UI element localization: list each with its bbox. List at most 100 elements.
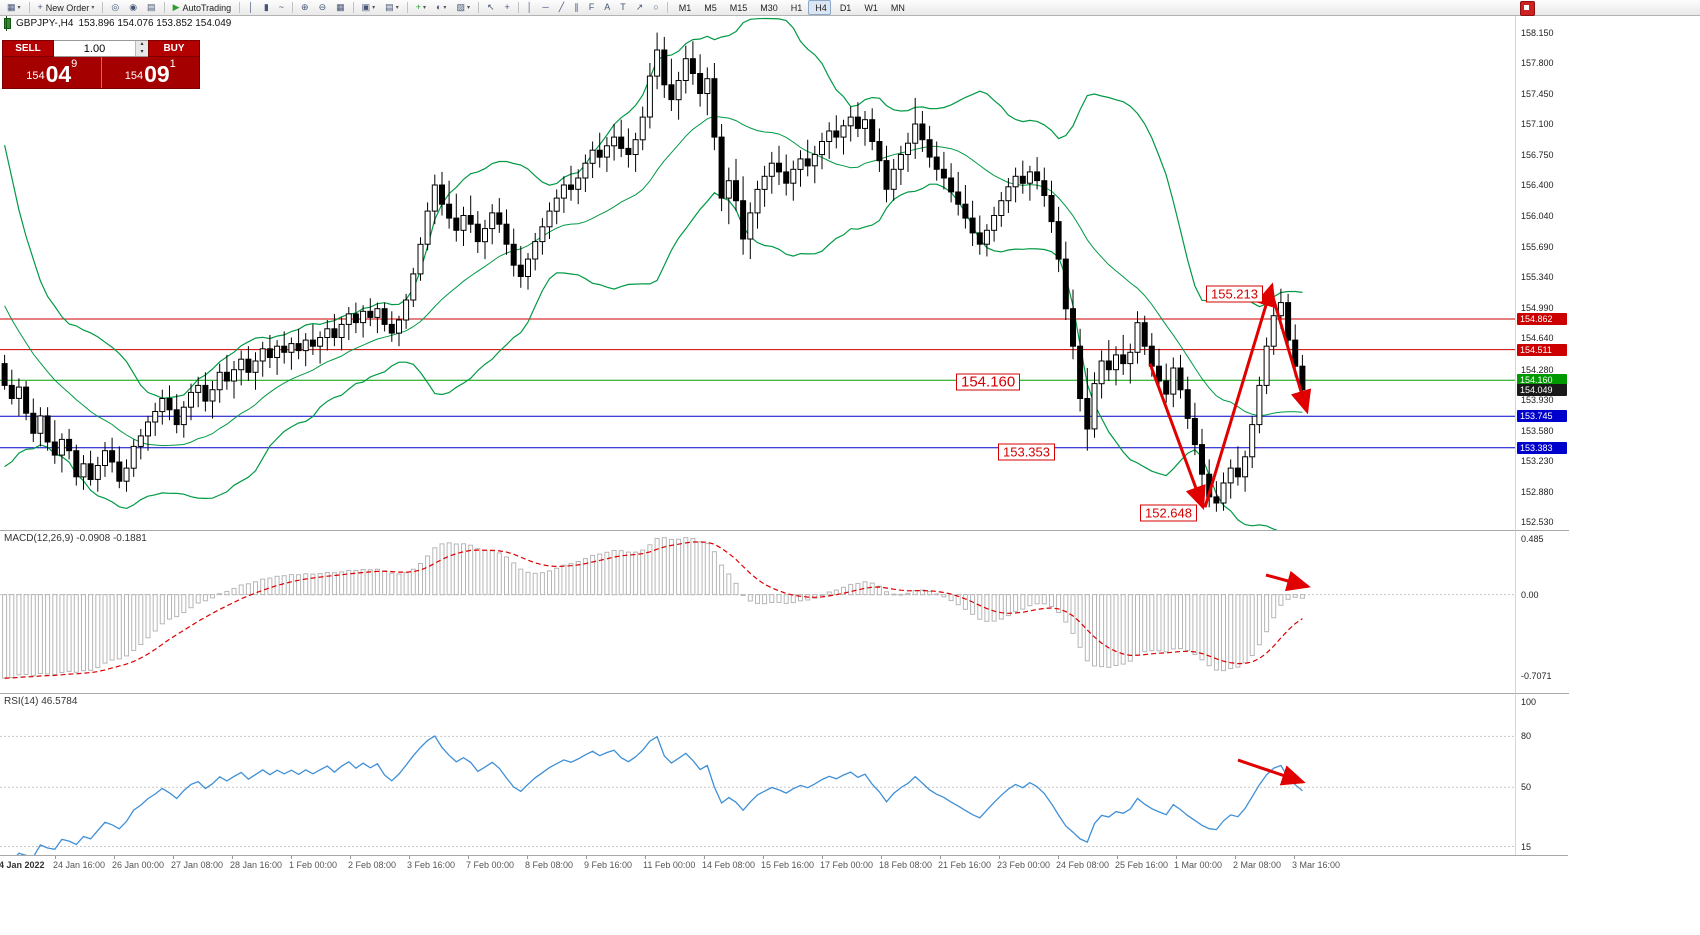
candlestick-chart-canvas[interactable]: [0, 16, 1515, 530]
volume-increase-button[interactable]: ▴: [136, 41, 148, 49]
timeframe-mn[interactable]: MN: [890, 2, 905, 13]
price-annotation-label[interactable]: 154.160: [956, 373, 1021, 391]
autotrading-button[interactable]: ▶ AutoTrading: [172, 2, 232, 13]
sell-price[interactable]: 154 04 9: [3, 57, 101, 88]
rsi-axis-label: 80: [1521, 731, 1532, 741]
new-chart-icon[interactable]: ▣ ▾: [361, 2, 376, 12]
expert-advisor-icon[interactable]: [1520, 1, 1535, 16]
channel-tool[interactable]: ∥: [574, 2, 579, 12]
new-order-button[interactable]: + New Order ▾: [37, 2, 95, 13]
charts-icon[interactable]: ◎: [111, 2, 120, 12]
time-axis-tick: [586, 856, 587, 859]
profiles-dropdown-icon[interactable]: ▤ ▾: [385, 2, 399, 12]
profiles-icon[interactable]: ◉: [129, 2, 138, 12]
time-axis-label: 18 Feb 08:00: [879, 860, 933, 870]
volume-field: ▴ ▾: [54, 40, 148, 57]
time-axis-label: 25 Feb 16:00: [1115, 860, 1169, 870]
time-axis-label: 11 Feb 00:00: [643, 860, 696, 870]
toolbar-separator: [292, 2, 294, 13]
price-axis-label: 158.150: [1521, 28, 1554, 38]
main-price-chart[interactable]: GBPJPY-,H4 153.896 154.076 153.852 154.0…: [0, 16, 1515, 530]
rsi-subwindow[interactable]: RSI(14) 46.5784: [0, 693, 1515, 856]
buy-price[interactable]: 154 09 1: [102, 57, 200, 88]
time-axis-tick: [1294, 856, 1295, 859]
periods-icon[interactable]: ◐ ▾: [435, 2, 447, 12]
timeframe-m30[interactable]: M30: [760, 2, 778, 13]
tile-windows-icon[interactable]: ▦: [336, 2, 345, 12]
time-axis-tick: [527, 856, 528, 859]
price-axis-tag: 153.383: [1517, 442, 1567, 454]
timeframe-h1[interactable]: H1: [790, 2, 803, 13]
macd-canvas[interactable]: [0, 531, 1515, 693]
chart-menu-icon[interactable]: ▦ ▾: [7, 2, 21, 12]
time-axis-label: 15 Feb 16:00: [761, 860, 815, 870]
time-axis-tick: [409, 856, 410, 859]
time-axis-label: 1 Feb 00:00: [289, 860, 338, 870]
time-axis-label: 2 Feb 08:00: [348, 860, 397, 870]
price-annotation-label[interactable]: 152.648: [1140, 504, 1197, 522]
price-axis-label: 157.100: [1521, 119, 1554, 129]
zoom-in-icon[interactable]: ⊕: [301, 2, 309, 12]
time-axis-label: 1 Mar 00:00: [1174, 860, 1223, 870]
rsi-axis-label: 15: [1521, 842, 1532, 852]
chart-title: GBPJPY-,H4 153.896 154.076 153.852 154.0…: [4, 16, 231, 31]
time-axis-label: 24 Jan 16:00: [53, 860, 106, 870]
timeframe-m15[interactable]: M15: [729, 2, 748, 13]
time-axis[interactable]: 24 Jan 2022 24 Jan 16:00 26 Jan 00:00 27 Ja…: [0, 855, 1568, 876]
price-axis-tag: 153.745: [1517, 410, 1567, 422]
templates-icon[interactable]: ▨ ▾: [456, 2, 470, 12]
rsi-axis[interactable]: 100 80 50 15: [1515, 693, 1569, 856]
price-axis[interactable]: 158.150 157.800 157.450 157.100 156.750 156.4…: [1515, 16, 1569, 530]
rsi-axis-label: 50: [1521, 782, 1532, 792]
time-axis-label: 14 Feb 08:00: [702, 860, 756, 870]
price-axis-label: 152.880: [1521, 487, 1554, 497]
time-axis-tick: [232, 856, 233, 859]
sell-price-big: 04: [45, 61, 72, 87]
toolbar-separator: [406, 2, 408, 13]
market-watch-icon[interactable]: ▤: [147, 2, 156, 12]
trendline-tool[interactable]: ╱: [558, 2, 565, 12]
symbol-label: GBPJPY-,H4: [16, 18, 74, 29]
time-axis-tick: [645, 856, 646, 859]
macd-subwindow[interactable]: MACD(12,26,9) -0.0908 -0.1881: [0, 530, 1515, 694]
toolbar-separator: [477, 2, 479, 13]
timeframe-m1[interactable]: M1: [678, 2, 692, 13]
bar-chart-icon[interactable]: │: [248, 2, 254, 12]
time-axis-tick: [1058, 856, 1059, 859]
sell-button[interactable]: SELL: [2, 40, 54, 57]
shapes-tool[interactable]: ○: [653, 2, 659, 12]
price-annotation-label[interactable]: 155.213: [1206, 285, 1263, 303]
rsi-canvas[interactable]: [0, 694, 1515, 855]
timeframe-m5[interactable]: M5: [704, 2, 717, 13]
price-annotation-label[interactable]: 153.353: [998, 443, 1055, 461]
volume-input[interactable]: [54, 41, 135, 56]
line-chart-icon[interactable]: ~: [278, 2, 285, 12]
text-tool[interactable]: A: [604, 2, 611, 12]
zoom-out-icon[interactable]: ⊖: [318, 2, 327, 12]
time-axis-label: 24 Feb 08:00: [1056, 860, 1110, 870]
macd-axis[interactable]: 0.485 0.00 -0.7071: [1515, 530, 1569, 694]
arrow-tool[interactable]: ↗: [635, 2, 644, 12]
timeframe-w1[interactable]: W1: [864, 2, 878, 13]
timeframe-h4[interactable]: H4: [808, 0, 831, 15]
macd-title: MACD(12,26,9) -0.0908 -0.1881: [4, 533, 147, 544]
time-axis-tick: [1176, 856, 1177, 859]
candlestick-chart-icon[interactable]: ▮: [263, 2, 269, 12]
buy-price-big: 09: [144, 61, 170, 87]
sell-price-prefix: 154: [26, 70, 45, 82]
crosshair-icon[interactable]: +: [504, 2, 510, 12]
buy-button[interactable]: BUY: [148, 40, 200, 57]
time-axis-tick: [468, 856, 469, 859]
horizontal-line-tool[interactable]: ─: [542, 2, 549, 12]
price-axis-label: 154.990: [1521, 303, 1554, 313]
timeframe-d1[interactable]: D1: [839, 2, 852, 13]
indicators-icon[interactable]: + ▾: [415, 2, 426, 12]
label-tool[interactable]: T: [620, 2, 626, 12]
fibonacci-tool[interactable]: F: [588, 2, 595, 12]
vertical-line-tool[interactable]: │: [526, 2, 533, 12]
price-axis-label: 153.930: [1521, 395, 1554, 405]
cursor-icon[interactable]: ↖: [486, 2, 495, 12]
rsi-axis-label: 100: [1521, 697, 1537, 707]
price-axis-label: 154.640: [1521, 333, 1554, 343]
volume-decrease-button[interactable]: ▾: [136, 48, 148, 56]
